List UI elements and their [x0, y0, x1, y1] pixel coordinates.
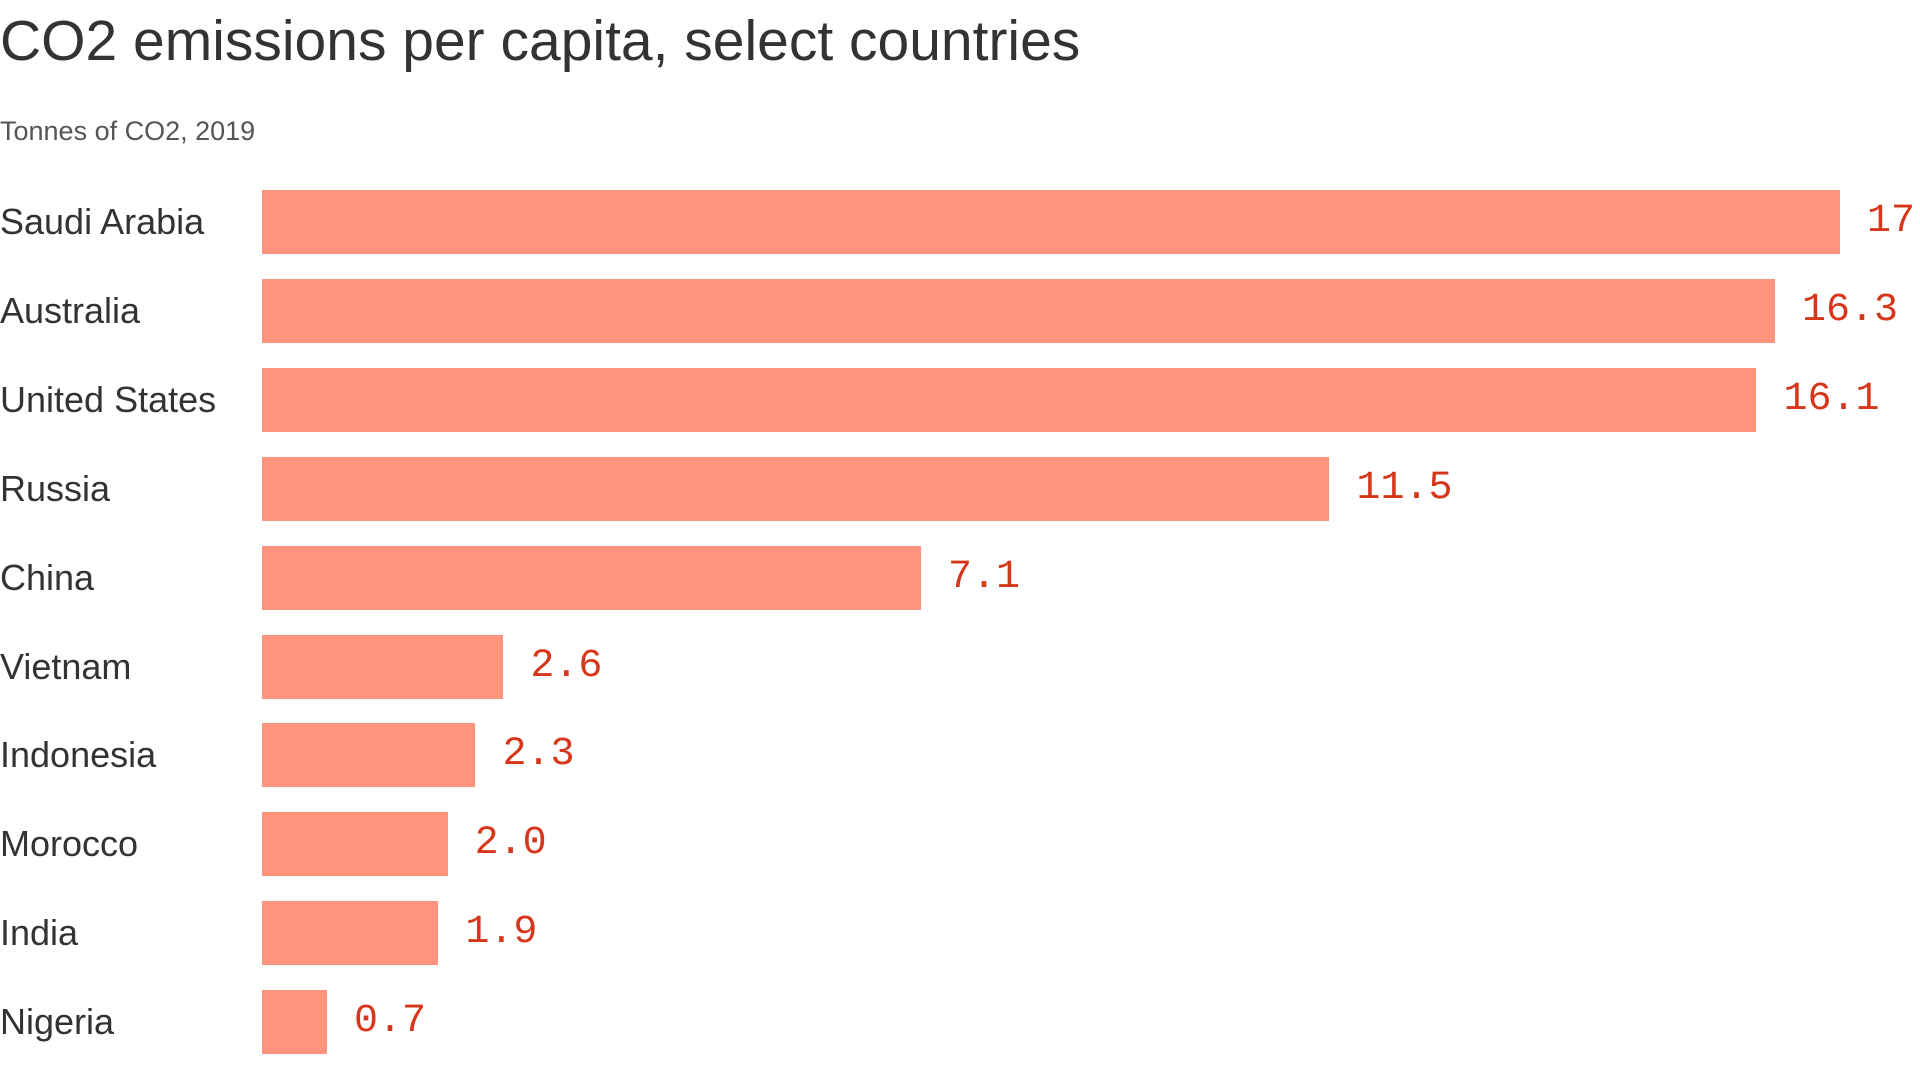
category-label: Nigeria	[0, 1001, 115, 1043]
value-label: 16.1	[1783, 376, 1880, 422]
bar	[262, 367, 1757, 432]
category-label: Morocco	[0, 823, 139, 865]
chart-title: CO2 emissions per capita, select countri…	[0, 9, 1081, 73]
bar	[262, 278, 1776, 343]
value-label: 2.6	[530, 643, 603, 689]
category-label: China	[0, 556, 95, 598]
category-label: Saudi Arabia	[0, 201, 205, 242]
chart-subtitle: Tonnes of CO2, 2019	[0, 116, 256, 146]
value-label: 2.0	[474, 821, 547, 867]
bar	[262, 990, 327, 1055]
value-label: 7.1	[948, 554, 1021, 600]
bar	[262, 545, 922, 610]
value-label: 11.5	[1356, 465, 1453, 511]
category-label: Russia	[0, 467, 111, 509]
bar	[262, 812, 448, 877]
category-label: Australia	[0, 289, 141, 331]
category-label: Vietnam	[0, 645, 132, 687]
value-label: 16.3	[1802, 287, 1899, 333]
value-label: 1.9	[465, 910, 538, 956]
bar	[262, 190, 1840, 254]
category-label: India	[0, 912, 79, 954]
value-label: 2.3	[502, 732, 575, 778]
value-label: 17	[1867, 199, 1916, 244]
bar	[262, 456, 1330, 521]
value-label: 0.7	[353, 999, 426, 1045]
category-label: United States	[0, 378, 217, 420]
category-label: Indonesia	[0, 734, 157, 776]
bar	[262, 723, 476, 788]
bar	[262, 634, 504, 699]
bar	[262, 901, 439, 966]
